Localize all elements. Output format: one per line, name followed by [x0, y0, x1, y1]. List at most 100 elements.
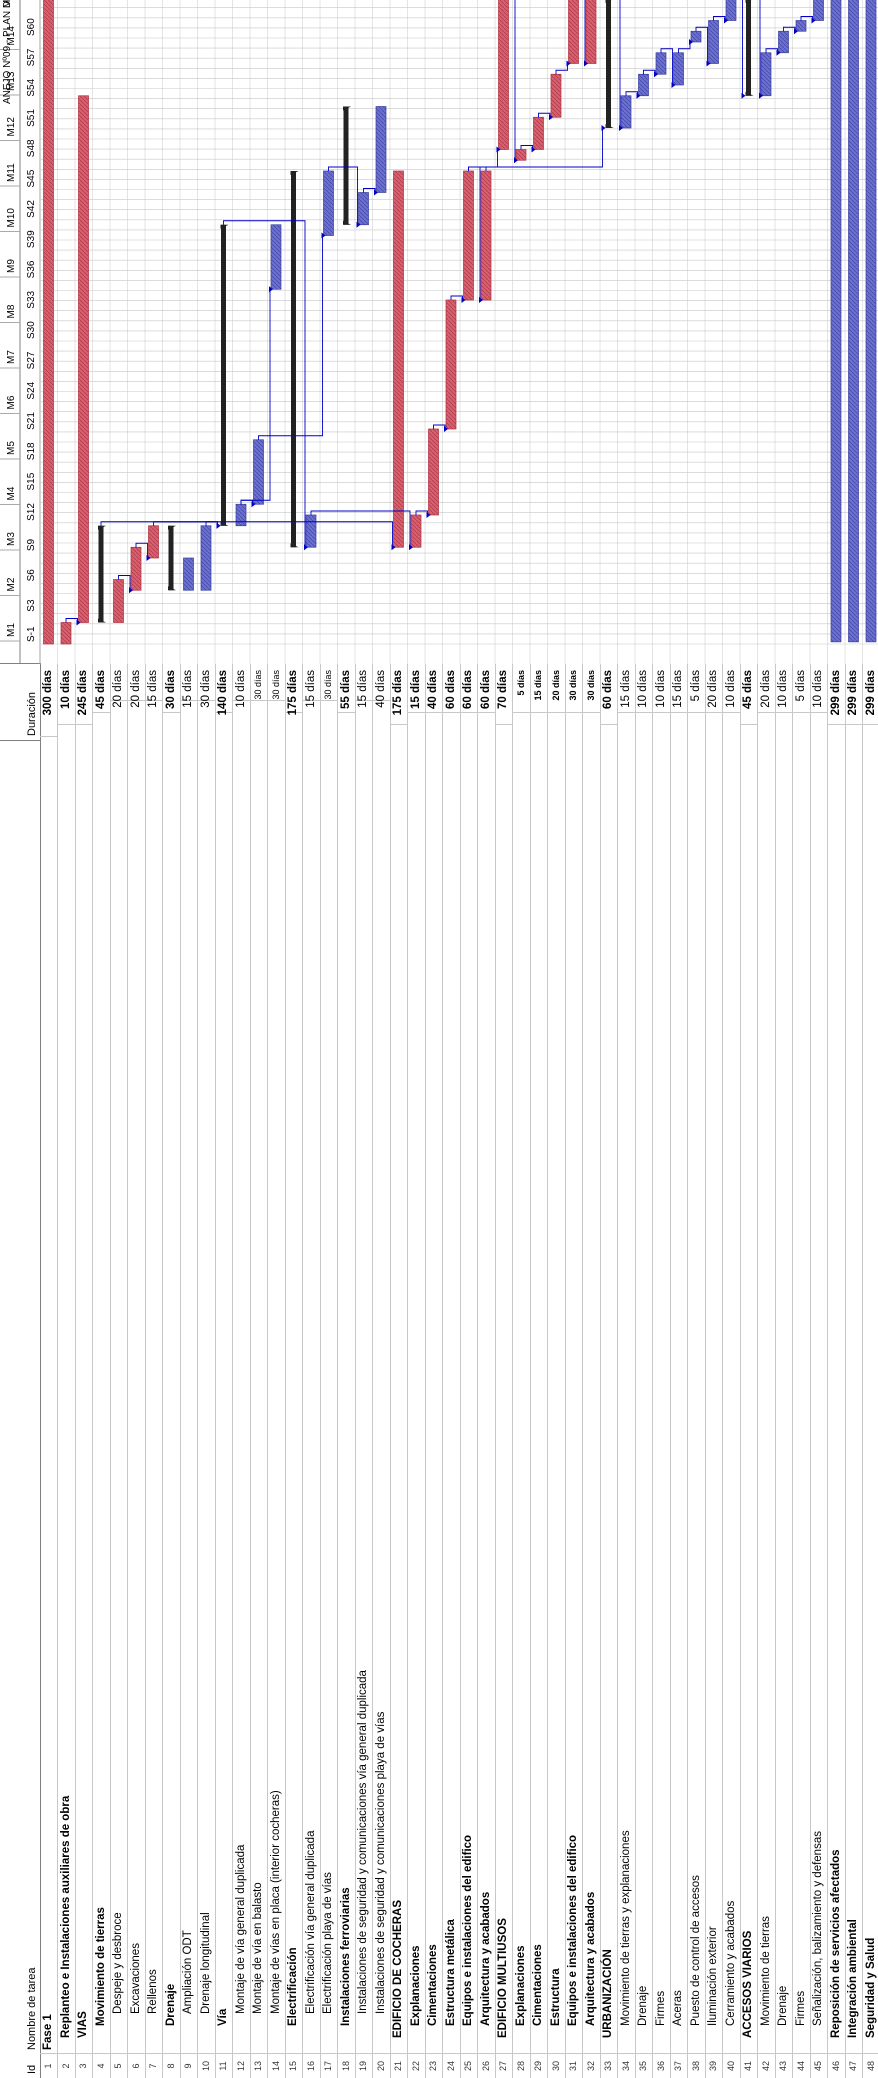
link-arrowhead: [216, 522, 221, 529]
task-row[interactable]: 21 EDIFICIO DE COCHERAS 175 días: [390, 664, 408, 2078]
task-row[interactable]: 29 Cimentaciones 15 días: [530, 664, 548, 2078]
task-row[interactable]: 12 Montaje de vía general duplicada 10 día…: [232, 664, 251, 2078]
task-id: 26: [477, 2053, 495, 2078]
task-bar: [78, 95, 89, 623]
task-row[interactable]: 22 Explanaciones 15 días: [407, 664, 426, 2078]
task-row[interactable]: 34 Movimiento de tierras y explanaciones 1…: [617, 664, 636, 2078]
column-header-id[interactable]: Id: [0, 2053, 41, 2078]
month-label: M8: [6, 304, 17, 318]
task-row[interactable]: 1 Fase 1 300 días: [40, 664, 58, 2078]
link-arrowhead: [794, 28, 798, 35]
task-row[interactable]: 30 Estructura 20 días: [547, 664, 566, 2078]
link-arrowhead: [251, 501, 256, 508]
summary-cap-start: [290, 543, 299, 548]
summary-cap-end: [290, 171, 299, 175]
task-row[interactable]: 11 Vía 140 días: [215, 664, 233, 2078]
task-row[interactable]: 36 Firmes 10 días: [652, 664, 671, 2078]
task-bar: [690, 30, 702, 43]
task-row[interactable]: 41 ACCESOS VIARIOS 45 días: [740, 664, 758, 2078]
task-id: 4: [92, 2053, 110, 2078]
task-duration: 299 días: [829, 670, 842, 716]
task-id: 39: [705, 2053, 722, 2078]
task-row[interactable]: 48 Seguridad y Salud 299 días: [862, 664, 878, 2078]
task-row[interactable]: 37 Aceras 15 días: [670, 664, 688, 2078]
task-bar: [375, 106, 387, 193]
task-duration: 60 días: [602, 670, 614, 709]
task-row[interactable]: 47 Integración ambiental 299 días: [845, 664, 863, 2078]
link-arrowhead: [146, 555, 151, 561]
task-row[interactable]: 31 Equipos e instalaciones del edifico 30 …: [565, 664, 583, 2078]
link-arrowhead: [496, 146, 501, 153]
task-bar: [393, 170, 404, 548]
task-duration: 20 días: [759, 670, 772, 708]
task-row[interactable]: 46 Reposición de servicios afectados 299 d…: [827, 664, 846, 2078]
task-row[interactable]: 7 Rellenos 15 días: [145, 664, 163, 2078]
task-id: 43: [775, 2053, 792, 2078]
task-id: 22: [407, 2053, 425, 2078]
task-row[interactable]: 39 Iluminación exterior 20 días: [705, 664, 723, 2078]
task-row[interactable]: 42 Movimiento de tierras 20 días: [757, 664, 776, 2078]
link-arrowhead: [619, 125, 623, 131]
task-row[interactable]: 3 VIAS 245 días: [75, 664, 93, 2078]
task-row[interactable]: 32 Arquitectura y acabados 30 días: [582, 664, 601, 2078]
task-bar: [655, 52, 667, 75]
task-name: Drenaje: [162, 712, 180, 2054]
task-row[interactable]: 2 Replanteo e Instalaciones auxiliares de…: [57, 664, 76, 2078]
column-header-task-name[interactable]: Nombre de tarea: [0, 740, 41, 2054]
task-row[interactable]: 20 Instalaciones de seguridad y comunicac…: [372, 664, 391, 2078]
task-row[interactable]: 13 Montaje de vía en balasto 30 días: [250, 664, 268, 2078]
task-duration: 10 días: [234, 670, 247, 708]
task-bar: [463, 170, 474, 301]
month-label: M14: [6, 26, 17, 46]
task-row[interactable]: 4 Movimiento de tierras 45 días: [92, 664, 111, 2078]
week-label: S15: [26, 472, 37, 490]
task-row[interactable]: 5 Despeje y desbroce 20 días: [110, 664, 128, 2078]
task-duration: 40 días: [374, 670, 387, 708]
task-bar: [60, 622, 72, 645]
task-row[interactable]: 43 Drenaje 10 días: [775, 664, 793, 2078]
task-bar: [778, 30, 789, 54]
task-duration: 10 días: [724, 670, 737, 708]
task-duration: 45 días: [94, 670, 107, 709]
task-duration: 30 días: [323, 670, 333, 700]
task-row[interactable]: 45 Señalización, balizamiento y defensas 1…: [810, 664, 828, 2078]
task-row[interactable]: 40 Cerramiento y acabados 10 días: [722, 664, 741, 2078]
task-row[interactable]: 33 URBANIZACIÓN 60 días: [600, 664, 618, 2078]
task-row[interactable]: 9 Ampliación ODT 15 días: [180, 664, 198, 2078]
task-row[interactable]: 28 Explanaciones 5 días: [512, 664, 531, 2078]
task-bar: [550, 73, 562, 118]
link-arrowhead: [409, 544, 413, 551]
task-id: 11: [215, 2053, 232, 2078]
task-row[interactable]: 19 Instalaciones de seguridad y comunicac…: [355, 664, 373, 2078]
task-id: 36: [652, 2053, 670, 2078]
task-duration: 175 días: [287, 670, 299, 716]
task-bar: [130, 546, 142, 591]
task-row[interactable]: 14 Montaje de vías en placa (interior coc…: [267, 664, 286, 2078]
task-duration: 299 días: [864, 670, 877, 716]
task-row[interactable]: 26 Arquitectura y acabados 60 días: [477, 664, 496, 2078]
task-id: 15: [285, 2053, 302, 2078]
task-name: Cerramiento y acabados: [722, 712, 740, 2054]
task-row[interactable]: 38 Puesto de control de accesos 5 días: [687, 664, 706, 2078]
task-row[interactable]: 6 Excavaciones 20 días: [127, 664, 146, 2078]
task-row[interactable]: 27 EDIFICIO MULTIUSOS 70 días: [495, 664, 513, 2078]
task-name: Seguridad y Salud: [862, 724, 878, 2054]
task-row[interactable]: 10 Drenaje longitudinal 30 días: [197, 664, 216, 2078]
task-row[interactable]: 8 Drenaje 30 días: [162, 664, 181, 2078]
task-row[interactable]: 15 Electrificación 175 días: [285, 664, 303, 2078]
task-name: Replanteo e Instalaciones auxiliares de …: [57, 724, 75, 2054]
task-row[interactable]: 17 Electrificación playa de vías 30 días: [320, 664, 338, 2078]
task-row[interactable]: 25 Equipos e instalaciones del edifico 60 …: [460, 664, 478, 2078]
task-row[interactable]: 23 Cimentaciones 40 días: [425, 664, 443, 2078]
task-name: Excavaciones: [127, 700, 145, 2054]
task-row[interactable]: 16 Electrificación vía general duplicada 1…: [302, 664, 321, 2078]
task-row[interactable]: 44 Firmes 5 días: [792, 664, 811, 2078]
column-header-duration[interactable]: Duración: [0, 663, 41, 740]
task-name: Despeje y desbroce: [110, 700, 127, 2054]
task-row[interactable]: 18 Instalaciones ferroviarias 55 días: [337, 664, 356, 2078]
task-name: EDIFICIO MULTIUSOS: [495, 724, 512, 2054]
task-row[interactable]: 24 Estructura metálica 60 días: [442, 664, 461, 2078]
task-row[interactable]: 35 Drenaje 10 días: [635, 664, 653, 2078]
month-label: M1: [6, 623, 17, 637]
